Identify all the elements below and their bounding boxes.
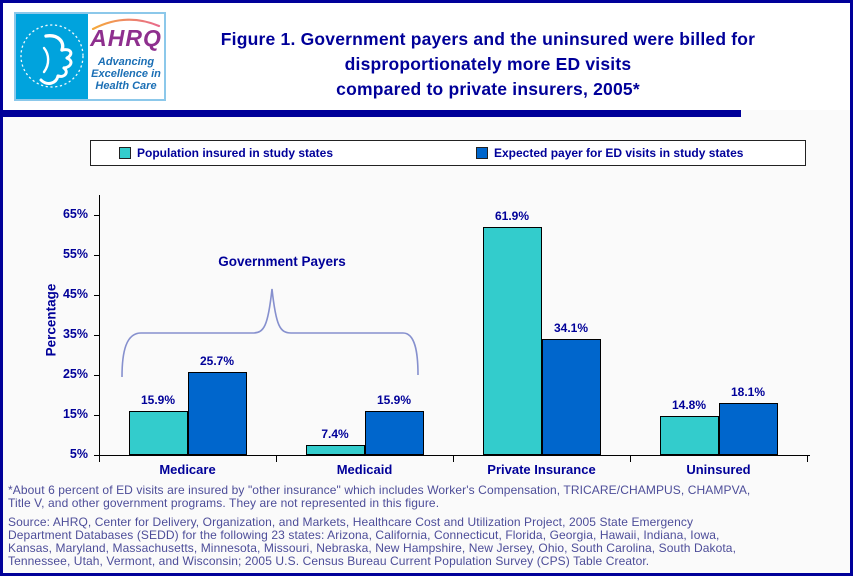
y-axis <box>99 195 100 455</box>
y-tick-label: 35% <box>62 327 88 341</box>
x-category-label: Medicaid <box>336 462 393 477</box>
hhs-eagle-icon <box>20 24 84 88</box>
figure-title-line: Figure 1. Government payers and the unin… <box>220 29 756 49</box>
y-tick-label: 45% <box>62 287 88 301</box>
y-axis-tick <box>94 295 99 296</box>
legend-swatch-teal <box>119 147 131 159</box>
government-payers-annotation: Government Payers <box>218 254 346 269</box>
x-axis-tick <box>807 456 808 462</box>
figure-title-line: compared to private insurers, 2005* <box>336 79 640 99</box>
y-axis-tick <box>94 335 99 336</box>
bar-value-label: 15.9% <box>140 393 176 407</box>
footnote-line: Title V, and other government programs. … <box>8 496 440 510</box>
ahrq-tagline: Advancing Excellence in Health Care <box>88 56 164 92</box>
legend-label: Expected payer for ED visits in study st… <box>494 146 744 160</box>
x-category-label: Private Insurance <box>487 462 596 477</box>
bar-value-label: 18.1% <box>730 385 766 399</box>
bar-value-label: 15.9% <box>376 393 412 407</box>
ahrq-tagline-line: Excellence in <box>91 68 161 80</box>
source-citation: Source: AHRQ, Center for Delivery, Organ… <box>8 516 848 568</box>
header-divider <box>0 110 741 117</box>
source-line: Kansas, Maryland, Massachusetts, Minneso… <box>8 541 737 555</box>
x-axis <box>99 455 810 456</box>
bar-medicare-population <box>128 411 188 455</box>
x-axis-tick <box>99 456 100 462</box>
legend-label: Population insured in study states <box>137 146 334 160</box>
bar-value-label: 7.4% <box>321 427 349 441</box>
chart-legend: Population insured in study states Expec… <box>90 140 806 166</box>
ahrq-tagline-line: Advancing <box>97 56 155 68</box>
ahrq-logo: AHRQ Advancing Excellence in Health Care <box>88 14 164 99</box>
footnote-line: *About 6 percent of ED visits are insure… <box>8 483 751 497</box>
figure-title-line: disproportionately more ED visits <box>344 54 632 74</box>
ahrq-tagline-line: Health Care <box>95 80 157 92</box>
hhs-seal <box>16 14 88 99</box>
x-axis-tick <box>453 456 454 462</box>
x-axis-tick <box>630 456 631 462</box>
bar-medicaid-population <box>305 445 365 455</box>
ahrq-swoosh-icon <box>91 18 161 30</box>
y-axis-tick <box>94 415 99 416</box>
y-tick-label: 5% <box>69 447 88 461</box>
footnote: *About 6 percent of ED visits are insure… <box>8 484 848 510</box>
header: AHRQ Advancing Excellence in Health Care… <box>3 3 850 110</box>
source-line: Department Databases (SEDD) for the foll… <box>8 528 720 542</box>
bar-value-label: 25.7% <box>199 354 235 368</box>
y-tick-label: 15% <box>62 407 88 421</box>
ahrq-hhs-logo: AHRQ Advancing Excellence in Health Care <box>14 12 166 101</box>
source-line: Source: AHRQ, Center for Delivery, Organ… <box>8 515 694 529</box>
bar-value-label: 34.1% <box>553 321 589 335</box>
y-axis-tick <box>94 455 99 456</box>
source-line: Tennessee, Utah, Vermont, and Wisconsin;… <box>8 554 650 568</box>
bar-uninsured-ed-visits <box>718 403 778 455</box>
bar-medicaid-ed-visits <box>364 411 424 455</box>
legend-entry-expected-payer: Expected payer for ED visits in study st… <box>476 141 743 165</box>
figure-title: Figure 1. Government payers and the unin… <box>168 27 808 102</box>
y-tick-label: 55% <box>62 247 88 261</box>
legend-swatch-blue <box>476 147 488 159</box>
y-tick-label: 25% <box>62 367 88 381</box>
x-axis-tick <box>276 456 277 462</box>
x-category-label: Medicare <box>159 462 216 477</box>
bar-value-label: 14.8% <box>671 398 707 412</box>
bar-private-insurance-ed-visits <box>541 339 601 455</box>
ahrq-acronym: AHRQ <box>90 25 162 51</box>
legend-entry-population: Population insured in study states <box>119 141 333 165</box>
y-axis-tick <box>94 215 99 216</box>
bar-private-insurance-population <box>482 227 542 455</box>
bar-uninsured-population <box>659 416 719 455</box>
bar-medicare-ed-visits <box>187 372 247 455</box>
x-category-label: Uninsured <box>686 462 751 477</box>
government-payers-brace <box>121 288 419 378</box>
y-tick-label: 65% <box>62 207 88 221</box>
bar-value-label: 61.9% <box>494 209 530 223</box>
y-axis-tick <box>94 375 99 376</box>
y-axis-tick <box>94 255 99 256</box>
